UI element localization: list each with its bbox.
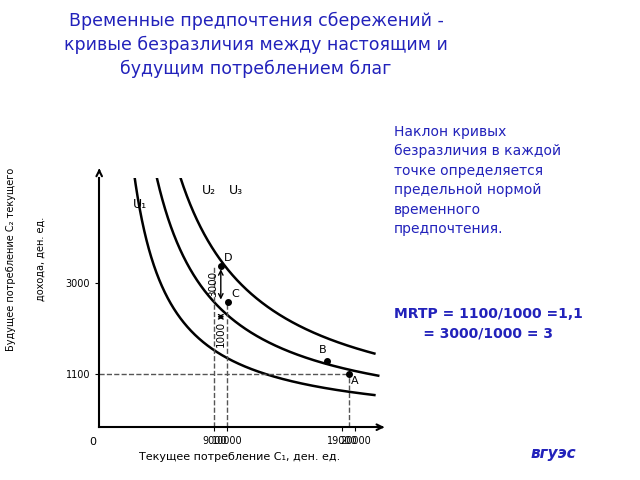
Text: 0: 0 xyxy=(90,437,96,446)
Text: Временные предпочтения сбережений -
кривые безразличия между настоящим и
будущим: Временные предпочтения сбережений - крив… xyxy=(64,12,448,78)
Text: C: C xyxy=(231,288,239,299)
Text: MRTP = 1100/1000 =1,1
      = 3000/1000 = 3: MRTP = 1100/1000 =1,1 = 3000/1000 = 3 xyxy=(394,307,582,341)
Text: U₁: U₁ xyxy=(133,198,147,211)
Text: дохода, ден. ед.: дохода, ден. ед. xyxy=(35,217,45,301)
Text: Будущее потребление C₂ текущего: Будущее потребление C₂ текущего xyxy=(6,168,17,351)
Text: A: A xyxy=(351,376,359,386)
Text: 3000: 3000 xyxy=(208,271,218,298)
Text: вгуэс: вгуэс xyxy=(531,446,577,461)
Text: U₂: U₂ xyxy=(202,184,216,197)
Text: Наклон кривых
безразличия в каждой
точке определяется
предельной нормой
временно: Наклон кривых безразличия в каждой точке… xyxy=(394,125,561,237)
X-axis label: Текущее потребление C₁, ден. ед.: Текущее потребление C₁, ден. ед. xyxy=(140,452,340,462)
Text: 1000: 1000 xyxy=(216,321,226,347)
Text: B: B xyxy=(319,345,327,355)
Text: D: D xyxy=(224,252,232,263)
Text: U₃: U₃ xyxy=(229,184,243,197)
